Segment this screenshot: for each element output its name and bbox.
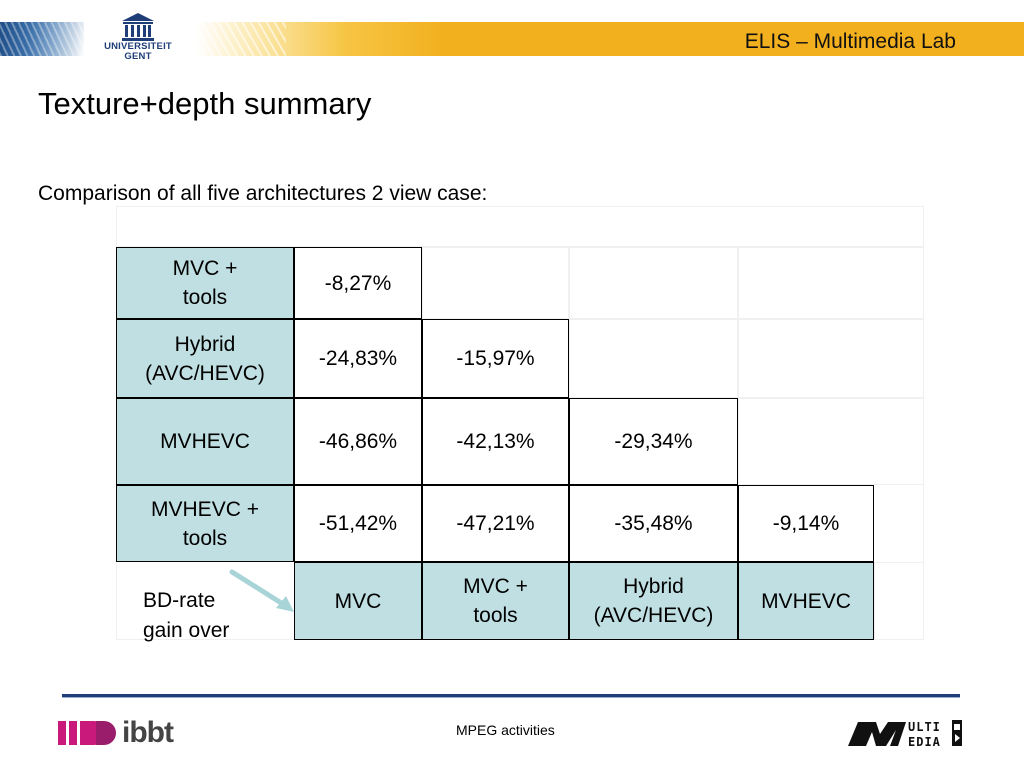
value-cell: -8,27% <box>294 247 422 319</box>
value-cell: -47,21% <box>422 485 569 562</box>
value-cell: -15,97% <box>422 319 569 398</box>
row-label-cell: Hybrid (AVC/HEVC) <box>116 319 294 398</box>
row-label-cell-text: Hybrid <box>174 332 236 356</box>
value-cell: -24,83% <box>294 319 422 398</box>
ibbt-mark-icon <box>58 721 116 745</box>
row-label-cell-text: (AVC/HEVC) <box>145 361 265 385</box>
value-cell: -51,42% <box>294 485 422 562</box>
empty-cell <box>422 247 569 319</box>
column-label-cell-text: MVHEVC <box>761 589 851 613</box>
row-label-cell-text: tools <box>182 526 228 550</box>
column-label-cell: Hybrid (AVC/HEVC) <box>569 562 738 640</box>
empty-header-strip <box>116 206 924 247</box>
column-label-cell-text: (AVC/HEVC) <box>593 604 714 627</box>
empty-cell <box>738 247 924 319</box>
row-label-cell-text: tools <box>182 286 228 309</box>
university-name-line2: GENT <box>124 51 152 62</box>
value-cell: -9,14% <box>738 485 874 562</box>
row-label-cell: MVC + tools <box>116 247 294 319</box>
footer-text: MPEG activities <box>456 722 555 738</box>
column-label-cell-text: MVC + <box>463 575 528 598</box>
university-name-line1: UNIVERSITEIT <box>104 41 172 52</box>
page-title: Texture+depth summary <box>38 86 372 121</box>
value-cell-text: -8,27% <box>324 271 392 295</box>
value-cell: -42,13% <box>422 398 569 485</box>
bd-rate-label-line1: BD-rate <box>143 589 216 612</box>
lab-title: ELIS – Multimedia Lab <box>744 30 956 53</box>
column-label-cell: MVC + tools <box>422 562 569 640</box>
multimedia-lab-logo: ULTI EDIA <box>848 720 962 749</box>
column-label-cell: MVC <box>294 562 422 640</box>
value-cell-text: -29,34% <box>614 430 693 453</box>
bd-rate-corner-label: BD-rate gain over <box>143 586 229 646</box>
value-cell-text: -51,42% <box>318 512 398 535</box>
column-label-cell-text: MVC <box>334 589 382 613</box>
slide-subtitle: Comparison of all five architectures 2 v… <box>38 182 488 205</box>
value-cell: -29,34% <box>569 398 738 485</box>
value-cell-text: -24,83% <box>318 347 398 370</box>
ibbt-logo: ibbt <box>58 716 174 750</box>
svg-text:EDIA: EDIA <box>908 735 941 749</box>
value-cell: -46,86% <box>294 398 422 485</box>
svg-text:ULTI: ULTI <box>908 720 941 734</box>
value-cell-text: -42,13% <box>456 430 535 453</box>
column-label-cell: MVHEVC <box>738 562 874 640</box>
empty-cell <box>569 247 738 319</box>
row-label-cell: MVHEVC <box>116 398 294 485</box>
row-label-cell-text: MVC + <box>172 257 238 280</box>
university-building-icon <box>122 13 154 41</box>
ugent-logo: UNIVERSITEIT GENT <box>98 12 178 68</box>
value-cell-text: -35,48% <box>614 512 693 535</box>
column-label-cell-text: tools <box>473 604 518 627</box>
empty-cell <box>569 319 738 398</box>
empty-cell <box>874 562 924 640</box>
diagonal-arrow-icon <box>229 569 294 612</box>
footer-divider <box>62 694 960 698</box>
value-cell-text: -47,21% <box>456 512 535 535</box>
bd-rate-label-line2: gain over <box>143 619 230 642</box>
header-banner-left <box>0 22 84 56</box>
value-cell-text: -15,97% <box>456 347 535 370</box>
empty-cell <box>738 398 924 485</box>
column-label-cell-text: Hybrid <box>623 575 684 598</box>
row-label-cell: MVHEVC + tools <box>116 485 294 562</box>
value-cell-text: -46,86% <box>318 430 398 453</box>
header-banner-right <box>196 22 1024 56</box>
row-label-cell-text: MVHEVC + <box>151 497 259 521</box>
ibbt-wordmark: ibbt <box>122 716 174 749</box>
empty-cell <box>738 319 924 398</box>
value-cell: -35,48% <box>569 485 738 562</box>
value-cell-text: -9,14% <box>772 512 840 535</box>
row-label-cell-text: MVHEVC <box>160 430 250 453</box>
